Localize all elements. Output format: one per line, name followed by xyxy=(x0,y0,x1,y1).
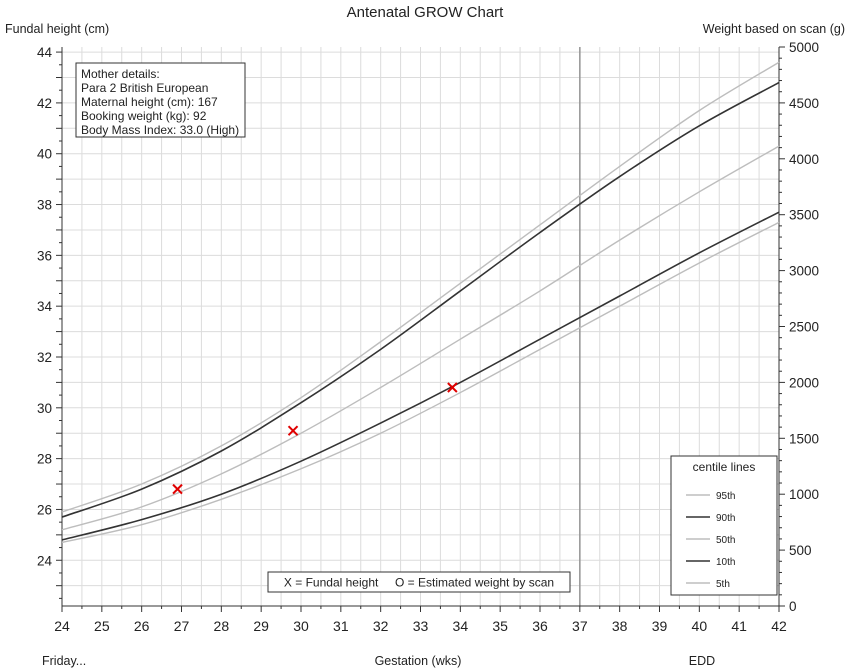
fundal-height-point xyxy=(287,425,299,436)
right-tick-label: 2000 xyxy=(789,375,819,390)
mother-details-box: Mother details: Para 2 British European … xyxy=(75,62,246,138)
x-tick-label: 36 xyxy=(532,618,548,634)
y-tick-label: 30 xyxy=(37,401,52,416)
legend-entry-label: 95th xyxy=(716,491,735,502)
centile-line-95th xyxy=(61,61,780,513)
x-tick-label: 37 xyxy=(572,618,588,634)
right-tick-label: 5000 xyxy=(789,40,819,55)
right-tick-label: 3000 xyxy=(789,264,819,279)
fundal-height-point xyxy=(447,382,458,393)
centile-series xyxy=(61,61,780,544)
edd-label: EDD xyxy=(689,654,715,668)
y-tick-label: 28 xyxy=(37,452,52,467)
legend-entry-label: 10th xyxy=(716,557,735,568)
x-tick-label: 30 xyxy=(293,618,309,634)
right-axis-title: Weight based on scan (g) xyxy=(703,22,845,36)
left-axis-title: Fundal height (cm) xyxy=(5,22,109,36)
grid-lines xyxy=(62,47,779,606)
cross-stroke xyxy=(447,382,458,393)
y-tick-label: 36 xyxy=(37,248,52,263)
y-tick-label: 24 xyxy=(37,553,53,568)
x-tick-label: 38 xyxy=(612,618,628,634)
legend-title: centile lines xyxy=(693,460,756,474)
chart-title: Antenatal GROW Chart xyxy=(347,4,505,21)
mother-details-line: Body Mass Index: 33.0 (High) xyxy=(81,123,239,137)
x-tick-label: 27 xyxy=(174,618,190,634)
fundal-height-point xyxy=(172,483,183,495)
x-tick-label: 39 xyxy=(652,618,668,634)
y-tick-label: 26 xyxy=(37,502,52,517)
right-tick-label: 2500 xyxy=(789,320,819,335)
x-tick-label: 32 xyxy=(373,618,389,634)
right-tick-label: 1500 xyxy=(789,431,819,446)
marker-key-box: X = Fundal height O = Estimated weight b… xyxy=(267,571,571,593)
x-tick-label: 33 xyxy=(413,618,429,634)
right-tick-label: 500 xyxy=(789,543,812,558)
right-tick-label: 1000 xyxy=(789,487,819,502)
y-tick-label: 34 xyxy=(37,299,53,314)
x-axis-title: Gestation (wks) xyxy=(375,654,462,668)
axes: 24 26 28 30 32 34 36 38 40 42 44 0 500 1000 1500 2000 25… xyxy=(37,40,819,634)
legend: centile lines 95th 90th 50th 10th 5th xyxy=(670,455,778,596)
y-tick-label: 32 xyxy=(37,350,52,365)
x-tick-label: 41 xyxy=(731,618,747,634)
x-tick-label: 25 xyxy=(94,618,110,634)
right-tick-label: 3500 xyxy=(789,208,819,223)
cross-stroke xyxy=(172,483,183,495)
mother-details-line: Mother details: xyxy=(81,67,160,81)
marker-key-text: X = Fundal height O = Estimated weight b… xyxy=(284,576,554,590)
y-tick-label: 38 xyxy=(37,198,52,213)
mother-details-line: Para 2 British European xyxy=(81,81,208,95)
x-tick-label: 42 xyxy=(771,618,787,634)
centile-line-5th xyxy=(61,221,780,544)
right-tick-label: 4000 xyxy=(789,152,819,167)
right-tick-label: 4500 xyxy=(789,96,819,111)
x-tick-label: 28 xyxy=(214,618,230,634)
y-tick-label: 40 xyxy=(37,147,52,162)
x-tick-label: 31 xyxy=(333,618,349,634)
y-tick-label: 44 xyxy=(37,45,53,60)
legend-entry-label: 50th xyxy=(716,535,735,546)
x-left-note: Friday... xyxy=(42,654,86,668)
centile-line-10th xyxy=(61,211,780,541)
fundal-height-markers xyxy=(172,382,458,495)
x-tick-label: 29 xyxy=(253,618,269,634)
y-tick-label: 42 xyxy=(37,96,52,111)
x-tick-label: 40 xyxy=(692,618,708,634)
mother-details-line: Booking weight (kg): 92 xyxy=(81,109,207,123)
x-tick-label: 26 xyxy=(134,618,150,634)
legend-entry-label: 5th xyxy=(716,579,730,590)
mother-details-line: Maternal height (cm): 167 xyxy=(81,95,218,109)
cross-stroke xyxy=(287,425,299,436)
centile-line-90th xyxy=(61,81,780,518)
x-tick-label: 24 xyxy=(54,618,70,634)
x-tick-label: 35 xyxy=(492,618,508,634)
x-tick-label: 34 xyxy=(453,618,469,634)
legend-entry-label: 90th xyxy=(716,513,735,524)
centile-line-50th xyxy=(61,145,780,531)
right-tick-label: 0 xyxy=(789,599,797,614)
